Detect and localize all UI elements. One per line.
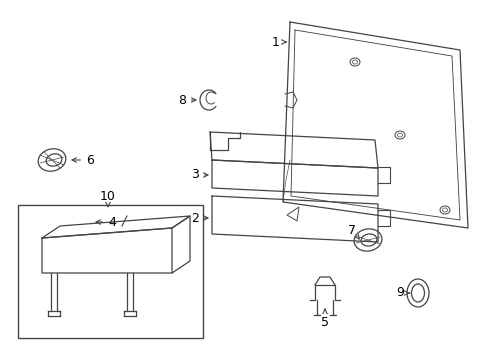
Text: 7: 7 (347, 224, 359, 239)
Text: 5: 5 (320, 309, 328, 328)
Text: 2: 2 (191, 211, 207, 225)
Text: 8: 8 (178, 94, 196, 107)
Text: 4: 4 (96, 216, 116, 229)
Text: 6: 6 (72, 153, 94, 166)
Bar (18, 205, 203, 338)
Text: 1: 1 (271, 36, 285, 49)
Text: 3: 3 (191, 168, 207, 181)
Text: 9: 9 (395, 287, 409, 300)
Text: 10: 10 (100, 189, 116, 207)
